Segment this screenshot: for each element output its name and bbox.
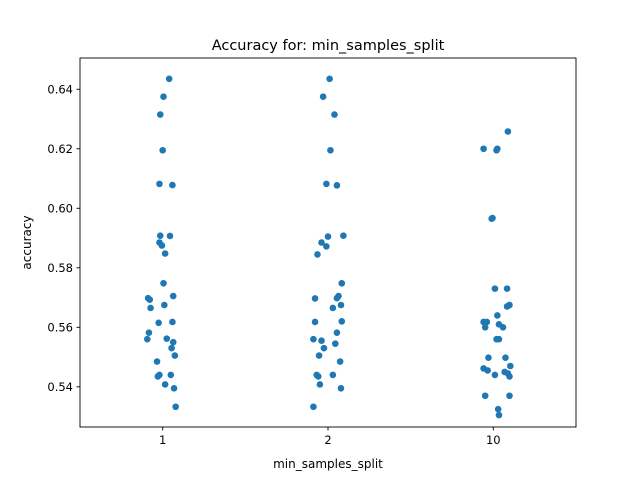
data-point: [327, 146, 334, 154]
data-point: [494, 405, 502, 413]
data-point: [171, 352, 179, 359]
x-axis: 1 2 10: [159, 427, 501, 447]
data-point: [481, 392, 489, 400]
data-point: [147, 304, 154, 312]
data-point: [160, 279, 167, 287]
data-point: [172, 403, 179, 411]
data-point: [323, 180, 330, 188]
data-point: [168, 344, 175, 352]
y-tick-label: 0.64: [47, 82, 73, 96]
points-layer: [144, 75, 514, 419]
data-point: [310, 335, 317, 343]
data-point: [316, 381, 324, 388]
data-point: [165, 75, 173, 83]
data-point: [161, 301, 168, 309]
data-point: [163, 335, 171, 342]
data-point: [506, 373, 513, 380]
data-point: [331, 340, 339, 347]
data-point: [144, 335, 151, 343]
data-point: [507, 362, 514, 370]
data-point: [170, 385, 178, 392]
data-point: [338, 318, 346, 325]
data-point: [488, 215, 495, 222]
data-point: [156, 180, 163, 188]
data-point: [499, 324, 507, 331]
data-point: [485, 354, 492, 361]
data-point: [169, 292, 177, 300]
data-point: [337, 301, 345, 309]
data-point: [154, 373, 162, 380]
x-tick-label: 1: [159, 433, 166, 447]
data-point: [155, 319, 162, 327]
data-point: [169, 318, 176, 326]
data-point: [491, 285, 499, 292]
y-axis-label: accuracy: [20, 215, 34, 269]
data-point: [503, 303, 511, 310]
data-point: [338, 279, 346, 287]
data-point: [311, 295, 319, 302]
data-point: [480, 145, 487, 153]
data-point: [484, 367, 491, 374]
data-point: [166, 232, 174, 240]
data-point: [158, 242, 166, 249]
data-point: [314, 373, 322, 380]
y-tick-label: 0.56: [47, 321, 73, 335]
data-point: [329, 304, 337, 312]
data-point: [161, 381, 169, 388]
y-tick-label: 0.58: [47, 261, 73, 275]
data-point: [145, 329, 153, 336]
data-point: [326, 75, 333, 83]
data-point: [156, 111, 164, 118]
data-point: [324, 233, 332, 240]
y-tick-label: 0.54: [47, 380, 73, 394]
data-point: [169, 338, 177, 346]
data-point: [503, 285, 511, 292]
data-point: [153, 358, 161, 365]
data-point: [323, 243, 330, 250]
data-point: [333, 329, 341, 336]
data-point: [314, 251, 321, 258]
y-axis: 0.54 0.56 0.58 0.60 0.62 0.64: [47, 82, 80, 394]
data-point: [310, 403, 317, 411]
data-point: [506, 392, 513, 400]
data-point: [333, 294, 341, 302]
data-point: [311, 318, 319, 326]
data-point: [493, 146, 500, 154]
data-point: [337, 385, 345, 392]
data-point: [491, 371, 499, 379]
y-tick-label: 0.62: [47, 142, 73, 156]
data-point: [320, 344, 328, 352]
data-point: [331, 111, 338, 118]
data-point: [156, 232, 164, 239]
data-point: [160, 93, 167, 100]
data-point: [495, 411, 503, 419]
chart-title: Accuracy for: min_samples_split: [212, 38, 445, 54]
data-point: [494, 312, 501, 319]
data-point: [481, 324, 489, 331]
x-axis-label: min_samples_split: [273, 457, 383, 471]
x-tick-label: 10: [486, 433, 501, 447]
x-tick-label: 2: [324, 433, 331, 447]
data-point: [161, 250, 169, 257]
data-point: [504, 128, 512, 135]
data-point: [159, 146, 166, 154]
data-point: [336, 358, 344, 365]
data-point: [329, 371, 337, 379]
data-point: [315, 352, 323, 359]
data-point: [318, 337, 325, 345]
data-point: [493, 335, 500, 343]
data-point: [483, 318, 491, 326]
data-point: [340, 232, 347, 239]
data-point: [333, 182, 341, 189]
data-point: [502, 354, 509, 361]
data-point: [167, 371, 175, 379]
data-point: [319, 93, 327, 100]
data-point: [146, 296, 154, 303]
data-point: [169, 181, 176, 189]
y-tick-label: 0.60: [47, 201, 73, 215]
data-point: [318, 239, 325, 246]
